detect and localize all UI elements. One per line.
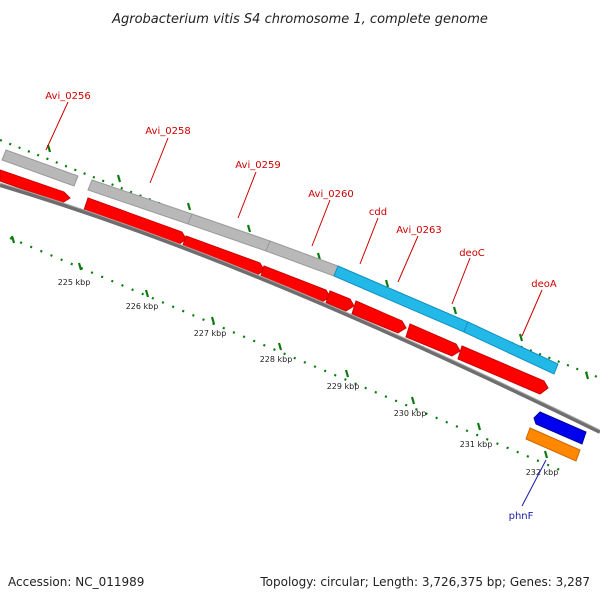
genome-backbone-highlight [0,182,600,431]
gene-Avi_0256[interactable] [1,149,79,187]
scale-label: 226 kbp [126,302,159,311]
cds-deoC[interactable] [405,323,461,357]
gene-label[interactable]: phnF [509,511,534,522]
cds-Avi_0258[interactable] [83,197,187,246]
gene-phnF[interactable] [525,427,581,462]
genome-summary: Topology: circular; Length: 3,726,375 bp… [259,575,590,589]
inner-tick-ring [9,236,561,472]
scale-label: 229 kbp [327,382,360,391]
gene-deoA[interactable] [463,321,559,375]
map-title: Agrobacterium vitis S4 chromosome 1, com… [111,12,488,27]
gene-label[interactable]: Avi_0256 [45,91,90,102]
genome-backbone [0,183,600,434]
cds-Avi_0256[interactable] [0,169,71,204]
scale-label: 228 kbp [260,355,293,364]
scale-label: 225 kbp [58,278,91,287]
gene-label[interactable]: Avi_0263 [396,225,441,236]
cds-cdd[interactable] [325,290,355,312]
gene-label[interactable]: deoA [531,279,557,290]
gene-label[interactable]: Avi_0260 [308,189,353,200]
scale-label: 230 kbp [394,409,427,418]
scale-labels: 225 kbp 226 kbp 227 kbp 228 kbp 229 kbp … [58,278,559,477]
cds-Avi_0263[interactable] [351,300,407,334]
gene-label[interactable]: Avi_0259 [235,160,280,171]
cds-phnF[interactable] [533,411,587,445]
cds-deoA[interactable] [457,345,549,395]
scale-label: 227 kbp [194,329,227,338]
gene-label[interactable]: Avi_0258 [145,126,190,137]
accession-text: Accession: NC_011989 [8,575,144,589]
gene-label[interactable]: deoC [459,248,485,259]
gene-track [1,149,559,375]
scale-label: 232 kbp [526,468,559,477]
cds-track [0,169,549,395]
outer-major-ticks [46,144,590,380]
inner-major-ticks [10,235,549,459]
gene-label[interactable]: cdd [369,207,387,218]
label-callouts [45,101,547,507]
scale-label: 231 kbp [460,440,493,449]
gene-labels: Avi_0256 Avi_0258 Avi_0259 Avi_0260 cdd … [45,91,557,522]
